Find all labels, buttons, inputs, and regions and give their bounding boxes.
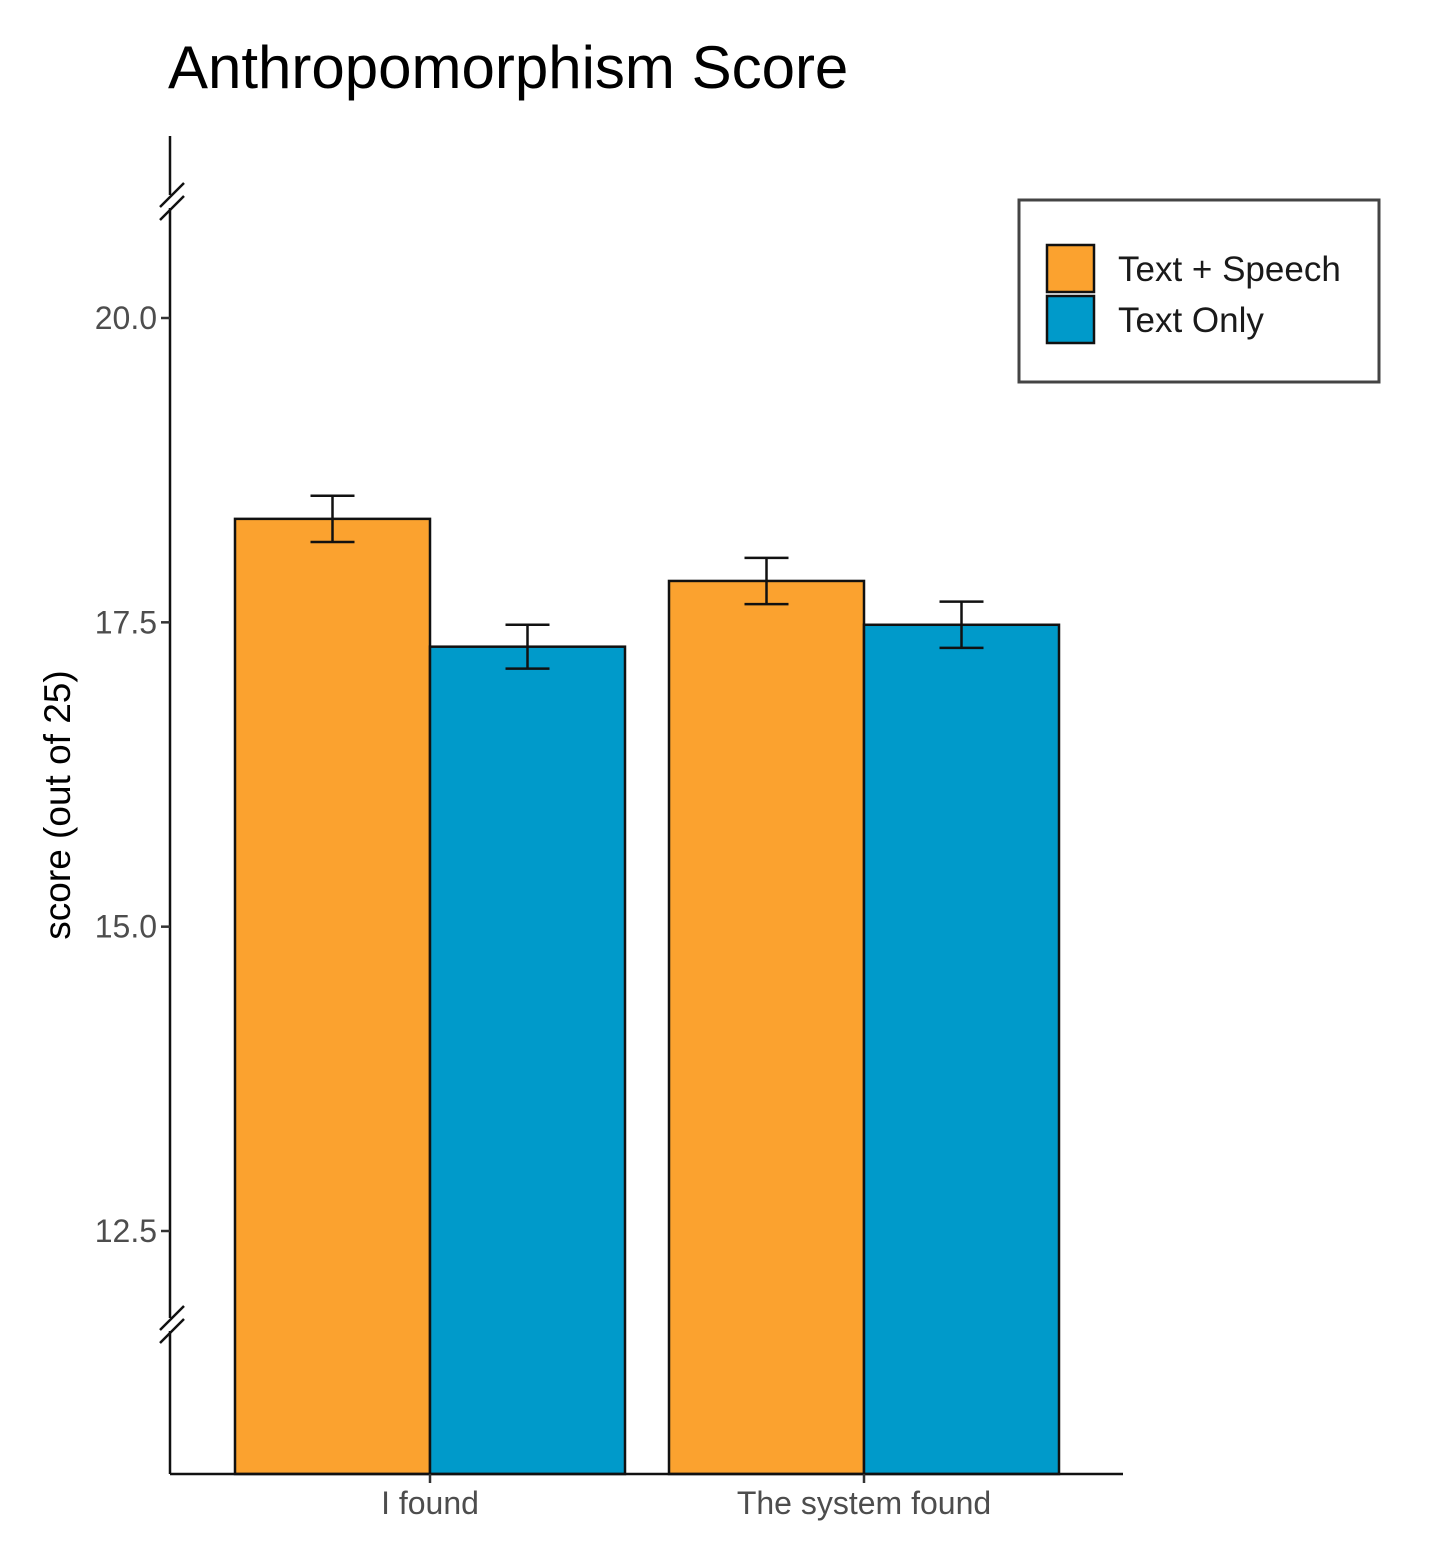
axis-break-bottom [159,1305,185,1344]
y-axis-title: score (out of 25) [37,670,78,939]
error-bars [310,494,984,670]
chart-title: Anthropomorphism Score [168,34,848,101]
y-axis-ticks: 12.5 15.0 17.5 20.0 [95,300,170,1249]
legend-swatch-text-speech [1045,243,1096,294]
y-tick-label: 17.5 [95,604,157,640]
y-tick-label: 20.0 [95,300,157,336]
error-bar-text-speech-system-found [744,556,789,606]
legend-label-text-speech: Text + Speech [1118,250,1341,289]
legend: Text + Speech Text Only [1017,198,1381,384]
y-tick-label: 15.0 [95,909,157,945]
error-bar-text-speech-i-found [310,494,355,544]
bar-text-only-system-found [862,623,1061,1476]
legend-label-text-only: Text Only [1118,301,1264,340]
bars [233,517,1061,1476]
bar-text-speech-i-found [233,517,432,1476]
error-bar-text-only-i-found [505,623,550,670]
x-axis-ticks: I found The system found [381,1474,991,1521]
axes [159,136,1123,1476]
bar-text-speech-system-found [667,579,866,1476]
bar-text-only-i-found [428,645,627,1476]
legend-swatch-text-only [1045,294,1096,345]
y-tick-label: 12.5 [95,1213,157,1249]
x-tick-label: I found [381,1485,479,1521]
x-tick-label: The system found [737,1485,991,1521]
error-bar-text-only-system-found [939,600,984,650]
axis-break-top [159,182,185,221]
